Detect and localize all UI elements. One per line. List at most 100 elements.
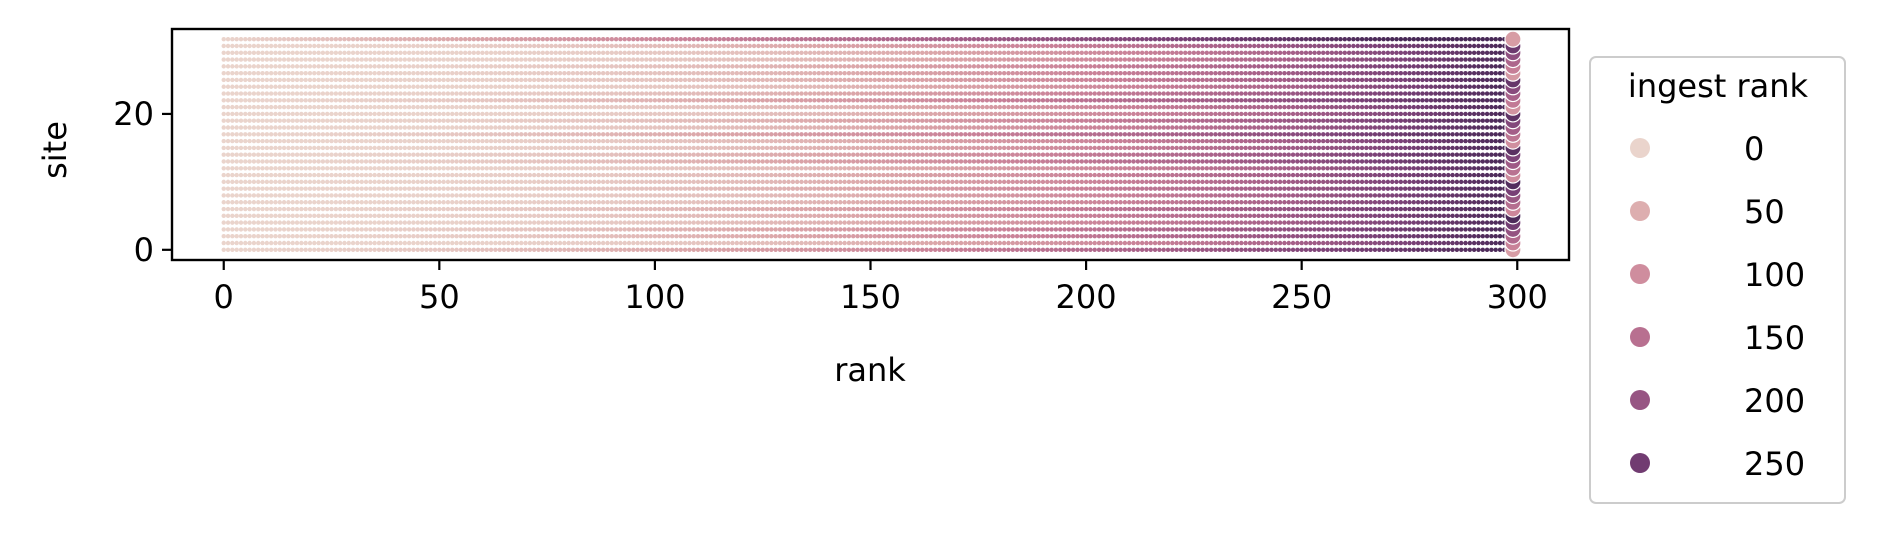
scatter-point [359,247,364,253]
scatter-point [872,193,878,198]
scatter-point [790,200,796,205]
scatter-point [1476,145,1481,151]
scatter-point [674,186,679,191]
scatter-point [527,159,533,164]
scatter-point [1200,206,1205,212]
scatter-point [588,186,593,191]
scatter-point [247,152,252,157]
scatter-point [1122,179,1128,185]
scatter-point [876,206,882,212]
scatter-point [863,240,869,246]
scatter-point [406,145,412,151]
scatter-point [1135,159,1141,164]
scatter-point [652,240,658,246]
scatter-point [635,152,640,157]
scatter-point [1174,152,1179,157]
scatter-point [691,159,696,164]
scatter-point [1096,213,1102,219]
scatter-point [458,213,464,219]
scatter-point [286,172,291,178]
scatter-point [463,247,468,253]
scatter-point [851,220,856,225]
scatter-point [644,172,649,178]
scatter-point [1308,179,1313,185]
scatter-point [424,138,429,144]
scatter-point [527,138,533,144]
scatter-point [1290,152,1296,157]
scatter-point [1463,166,1468,171]
scatter-point [1497,186,1503,191]
scatter-point [1277,193,1283,198]
scatter-point [622,240,627,246]
scatter-point [1286,172,1291,178]
scatter-point [756,213,761,219]
scatter-point [1493,227,1498,232]
scatter-point [932,193,938,198]
scatter-point [337,240,343,246]
scatter-point [458,166,464,171]
scatter-point [1338,152,1343,157]
scatter-point [363,166,369,171]
scatter-point [1096,166,1102,171]
scatter-point [704,227,709,232]
scatter-point [1131,227,1136,232]
scatter-point [488,247,494,253]
scatter-point [829,186,834,191]
scatter-point [406,186,412,191]
scatter-point [833,159,839,164]
scatter-point [1161,172,1166,178]
scatter-point [1467,152,1473,157]
scatter-point [1329,240,1335,246]
scatter-point [941,234,946,239]
scatter-point [795,234,800,239]
scatter-point [734,179,740,185]
scatter-point [605,152,610,157]
scatter-point [1333,166,1339,171]
scatter-point [372,234,377,239]
scatter-point [1420,200,1425,205]
scatter-point [1023,172,1028,178]
scatter-point [1139,193,1145,198]
scatter-point [592,152,597,157]
scatter-point [863,159,869,164]
scatter-point [1027,186,1033,191]
scatter-point [225,172,231,178]
scatter-point [1045,227,1050,232]
scatter-point [368,227,373,232]
scatter-point [1372,227,1378,232]
scatter-point [1463,240,1468,246]
scatter-point [484,206,489,212]
scatter-point [993,159,998,164]
scatter-point [816,227,821,232]
scatter-point [256,186,261,191]
scatter-point [290,179,295,185]
scatter-point [993,220,998,225]
scatter-point [963,145,968,151]
scatter-point [1390,152,1395,157]
scatter-point [329,234,334,239]
scatter-point [1070,247,1076,253]
scatter-point [475,220,481,225]
scatter-point [932,200,938,205]
scatter-point [1428,166,1434,171]
scatter-point [1152,193,1158,198]
scatter-point [820,138,826,144]
scatter-point [872,240,878,246]
scatter-point [1200,220,1205,225]
scatter-point [799,213,804,219]
scatter-point [807,234,813,239]
scatter-point [445,179,451,185]
scatter-point [471,172,477,178]
scatter-point [1359,186,1365,191]
scatter-point [1195,159,1201,164]
scatter-point [428,138,433,144]
scatter-point [1191,240,1197,246]
scatter-point [1006,234,1011,239]
scatter-point [661,247,666,253]
scatter-point [337,179,343,185]
scatter-point [726,172,731,178]
scatter-point [730,138,735,144]
scatter-point [583,186,589,191]
scatter-point [691,172,696,178]
scatter-point [1325,234,1330,239]
